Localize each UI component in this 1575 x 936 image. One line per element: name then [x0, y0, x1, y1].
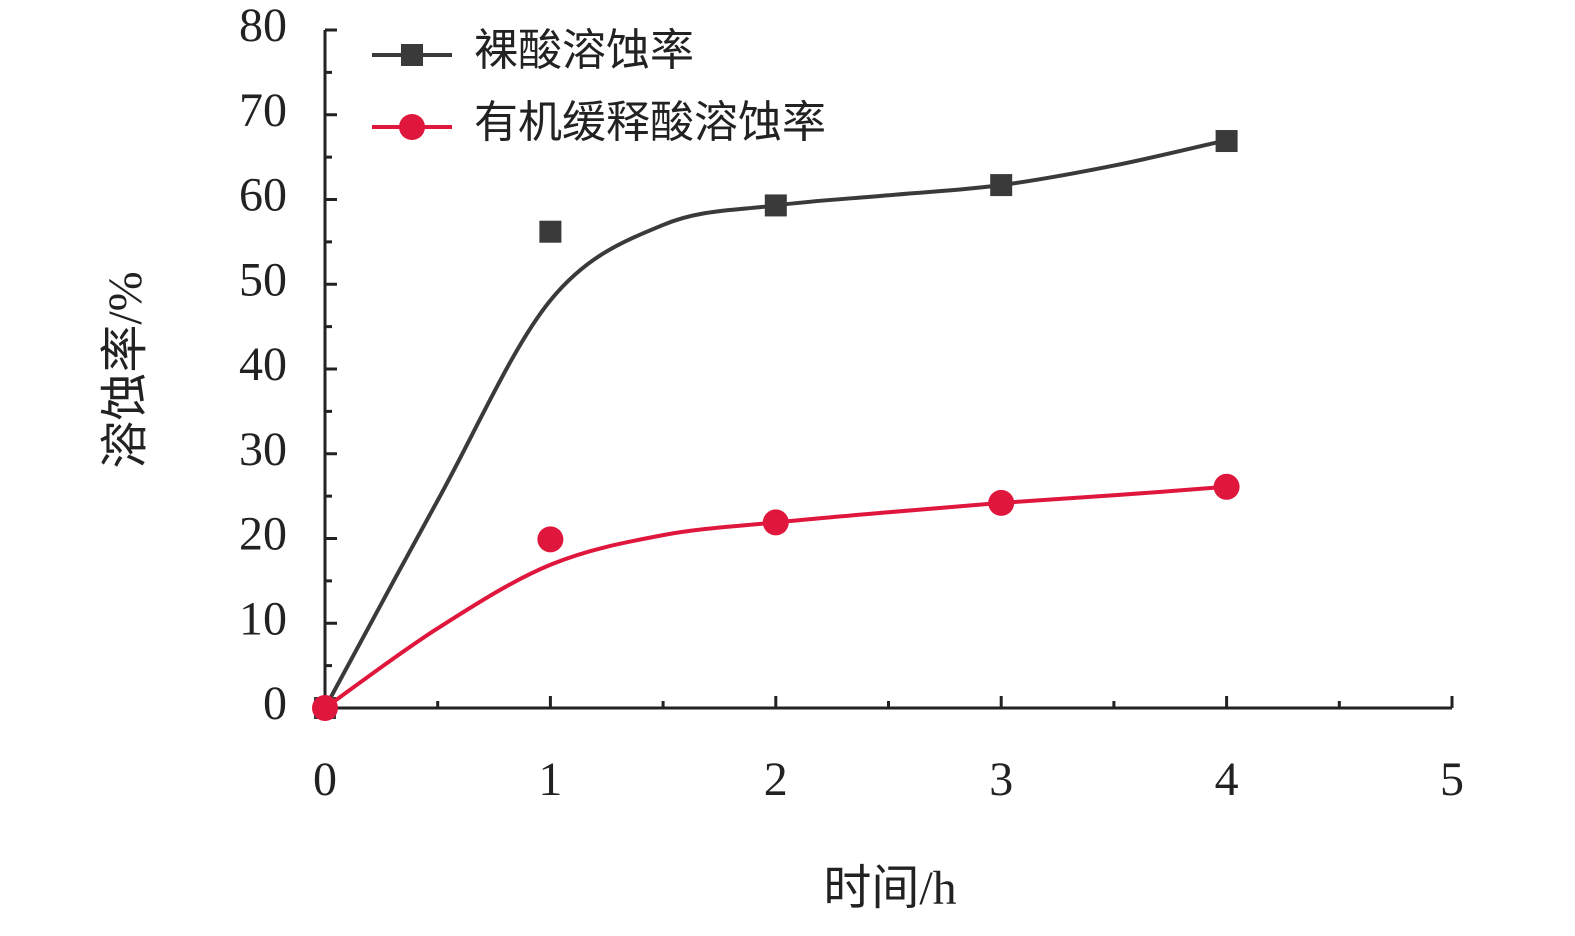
- y-tick-label: 80: [239, 0, 287, 52]
- y-tick-label: 10: [239, 592, 287, 645]
- y-tick-label: 60: [239, 169, 287, 222]
- x-tick-label: 5: [1440, 753, 1464, 806]
- y-axis-title: 溶蚀率/%: [99, 271, 152, 468]
- fit-line: [323, 138, 1228, 709]
- legend-label: 有机缓释酸溶蚀率: [474, 98, 826, 147]
- point: [312, 695, 338, 721]
- point: [764, 194, 787, 217]
- point: [762, 509, 789, 536]
- y-tick-label: 40: [239, 338, 287, 391]
- x-tick-label: 1: [538, 753, 562, 806]
- point: [537, 526, 564, 553]
- y-tick-label: 50: [239, 253, 287, 306]
- point: [1213, 473, 1240, 500]
- y-tick-label: 30: [239, 423, 287, 476]
- point: [539, 220, 562, 243]
- y-tick-label: 0: [263, 677, 287, 730]
- x-tick-label: 4: [1215, 753, 1239, 806]
- point: [1215, 130, 1238, 153]
- y-tick-label: 70: [239, 84, 287, 137]
- y-tick-label: 20: [239, 508, 287, 561]
- point: [988, 489, 1015, 516]
- x-axis-title: 时间/h: [823, 862, 956, 915]
- legend-marker: [401, 44, 423, 66]
- x-tick-label: 2: [764, 753, 788, 806]
- x-tick-label: 0: [313, 753, 337, 806]
- legend-marker: [399, 114, 425, 140]
- point: [990, 174, 1013, 197]
- x-tick-label: 3: [989, 753, 1013, 806]
- legend-label: 裸酸溶蚀率: [474, 26, 694, 75]
